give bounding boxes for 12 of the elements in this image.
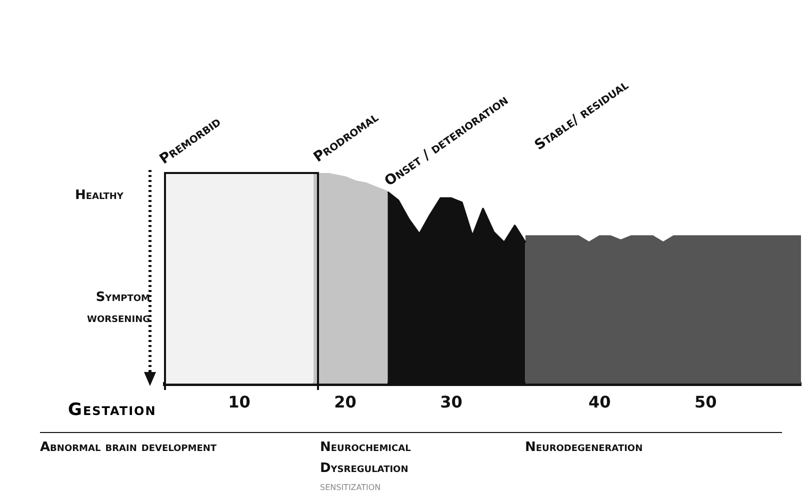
x-tick-label: 40	[588, 392, 611, 412]
x-tick-label: 20	[334, 392, 356, 412]
x-tick-label: 50	[694, 392, 717, 412]
x-tick-label: 10	[228, 392, 250, 412]
text: Neurochemical Dysregulation	[320, 439, 412, 478]
text: Healthy	[75, 187, 124, 205]
x-axis-title: Gestation	[68, 400, 156, 420]
text: sensitization	[320, 479, 381, 493]
text: Symptom worsening	[86, 289, 150, 328]
x-tick-label: 30	[440, 392, 462, 412]
text: Abnormal brain development	[40, 439, 218, 457]
text: Neurodegeneration	[525, 439, 643, 457]
